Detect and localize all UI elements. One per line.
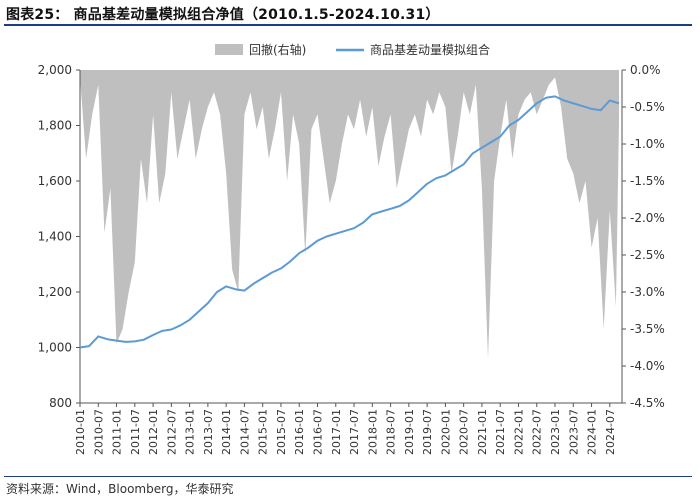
x-tick-label: 2014-07 [238,409,251,455]
x-tick-label: 2011-07 [129,409,142,455]
title-underline [4,24,692,26]
right-tick-label: -3.5% [630,322,665,336]
x-tick-label: 2022-01 [512,409,525,455]
left-tick-label: 1,000 [38,341,72,355]
right-tick-label: -1.5% [630,174,665,188]
x-tick-label: 2023-01 [549,409,562,455]
figure-title: 图表25： 商品基差动量模拟组合净值（2010.1.5-2024.10.31） [6,7,440,23]
x-tick-label: 2023-07 [567,409,580,455]
right-tick-label: -0.5% [630,100,665,114]
x-tick-label: 2019-01 [403,409,416,455]
x-tick-label: 2024-07 [604,409,617,455]
x-tick-label: 2024-01 [586,409,599,455]
nav-line [79,95,620,349]
legend-nav-label: 商品基差动量模拟组合 [370,42,490,57]
x-tick-label: 2012-07 [165,409,178,455]
legend-drawdown-label: 回撤(右轴) [249,42,306,57]
x-tick-label: 2014-01 [220,409,233,455]
right-tick-label: -2.0% [630,211,665,225]
x-tick-label: 2021-07 [494,409,507,455]
footer-divider [4,476,692,477]
x-tick-label: 2013-07 [202,409,215,455]
right-tick-label: -4.5% [630,396,665,410]
x-tick-label: 2016-01 [293,409,306,455]
right-tick-label: -4.0% [630,359,665,373]
source-note: 资料来源：Wind，Bloomberg，华泰研究 [6,482,234,496]
x-tick-label: 2019-07 [421,409,434,455]
left-tick-label: 1,800 [38,119,72,133]
left-tick-label: 1,400 [38,230,72,244]
x-tick-label: 2010-01 [74,409,87,455]
right-tick-label: -1.0% [630,137,665,151]
x-tick-label: 2021-01 [476,409,489,455]
x-tick-label: 2018-07 [385,409,398,455]
right-tick-label: -2.5% [630,248,665,262]
x-tick-label: 2017-07 [348,409,361,455]
x-tick-label: 2015-01 [257,409,270,455]
right-tick-label: 0.0% [630,63,661,77]
x-tick-label: 2022-07 [531,409,544,455]
right-tick-label: -3.0% [630,285,665,299]
left-tick-label: 2,000 [38,63,72,77]
x-tick-label: 2012-01 [147,409,160,455]
legend-drawdown-swatch [215,44,243,55]
x-tick-label: 2018-01 [366,409,379,455]
x-tick-label: 2010-07 [92,409,105,455]
x-tick-label: 2015-07 [275,409,288,455]
x-tick-label: 2017-01 [330,409,343,455]
x-tick-label: 2013-01 [184,409,197,455]
x-tick-label: 2011-01 [111,409,124,455]
x-tick-label: 2016-07 [312,409,325,455]
drawdown-area [80,70,619,359]
x-tick-label: 2020-01 [439,409,452,455]
left-tick-label: 800 [49,396,72,410]
chart-svg: 800 1,000 1,200 1,400 1,600 1,800 2,000 -4.5% -4… [38,42,665,455]
left-tick-label: 1,600 [38,174,72,188]
x-tick-label: 2020-07 [458,409,471,455]
left-tick-label: 1,200 [38,285,72,299]
